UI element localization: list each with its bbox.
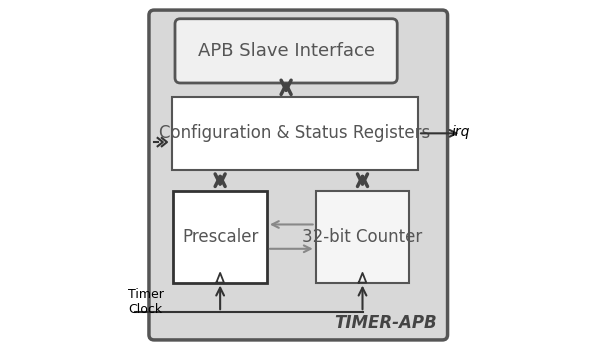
FancyBboxPatch shape bbox=[175, 19, 397, 83]
Text: TIMER-APB: TIMER-APB bbox=[334, 314, 436, 331]
Text: Prescaler: Prescaler bbox=[182, 228, 259, 246]
Text: Configuration & Status Registers: Configuration & Status Registers bbox=[159, 124, 430, 142]
Bar bbox=[172, 97, 418, 170]
Bar bbox=[173, 191, 267, 283]
Text: Timer
Clock: Timer Clock bbox=[128, 288, 164, 316]
Text: APB Slave Interface: APB Slave Interface bbox=[197, 42, 374, 60]
Bar bbox=[316, 191, 409, 283]
Text: 32-bit Counter: 32-bit Counter bbox=[302, 228, 422, 246]
Text: irq: irq bbox=[451, 125, 469, 139]
FancyBboxPatch shape bbox=[149, 10, 448, 340]
